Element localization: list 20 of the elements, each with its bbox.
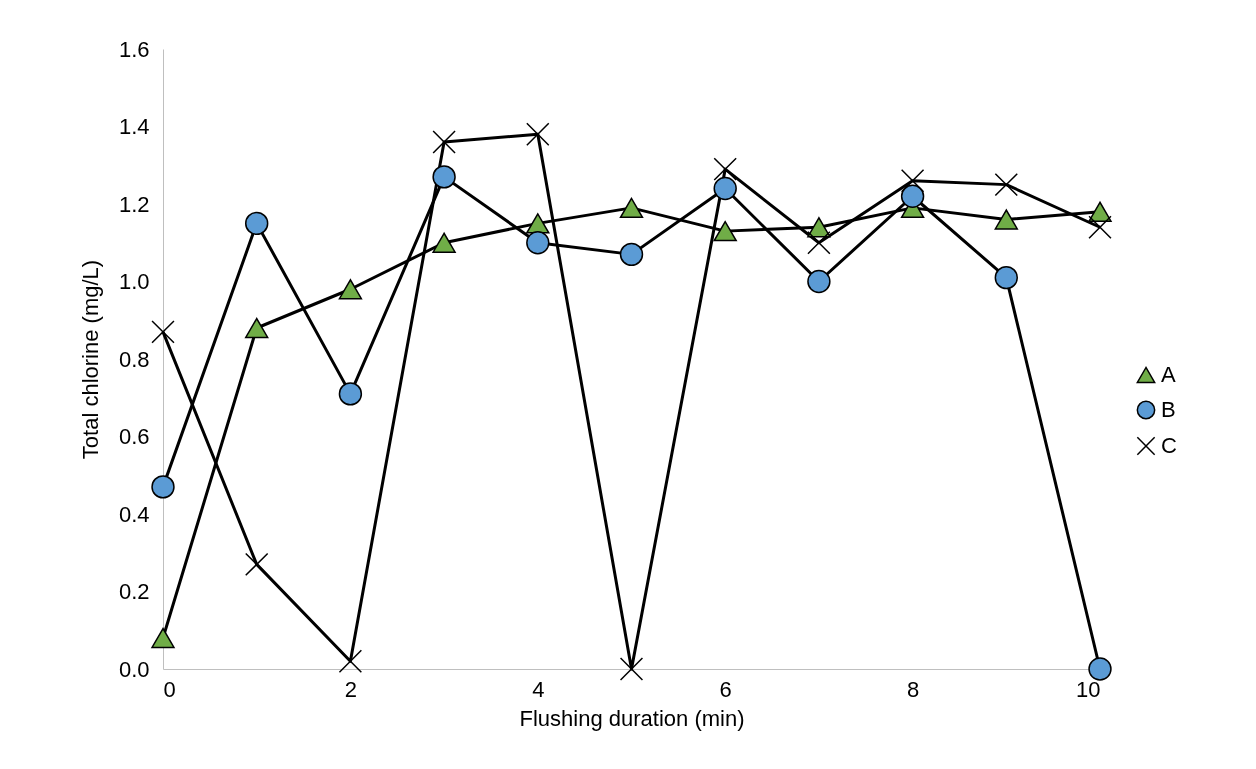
x-axis-title: Flushing duration (min)	[519, 705, 745, 731]
y-tick-label: 0.2	[118, 579, 150, 604]
y-tick-label: 0.8	[118, 346, 150, 372]
legend-label: B	[1161, 397, 1176, 422]
y-axis-title: Total chlorine (mg/L)	[77, 259, 103, 460]
x-tick-label: 2	[344, 676, 358, 702]
x-tick-label: 8	[906, 676, 920, 702]
x-tick-label: 4	[532, 676, 545, 702]
y-tick-label: 0.6	[118, 424, 150, 449]
y-tick-label: 1.2	[118, 191, 150, 217]
y-tick-label: 1.6	[118, 36, 150, 62]
y-tick-label: 1.4	[118, 114, 150, 139]
legend-label: C	[1161, 433, 1177, 458]
legend-label: A	[1161, 362, 1176, 387]
y-tick-label: 1.0	[118, 269, 150, 294]
x-tick-label: 6	[719, 676, 732, 702]
x-tick-label: 10	[1076, 676, 1101, 702]
y-tick-label: 0.0	[118, 656, 150, 682]
y-tick-label: 0.4	[118, 501, 150, 527]
x-tick-label: 0	[163, 676, 176, 702]
